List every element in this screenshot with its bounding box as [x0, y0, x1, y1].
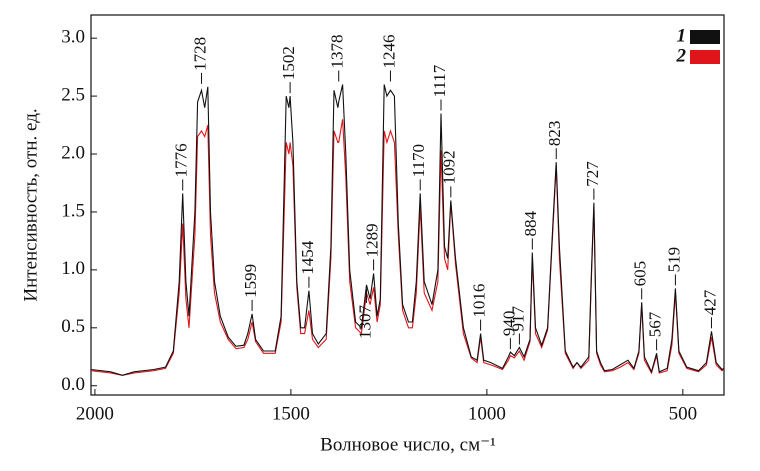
annotation-label: 605	[631, 261, 650, 287]
x-tick-label: 1500	[272, 403, 310, 424]
annotation-label: 1170	[409, 144, 428, 177]
annotation-label: 1776	[172, 143, 191, 177]
annotation-label: 519	[664, 247, 683, 273]
annotation-label: 1454	[298, 240, 317, 275]
y-tick-label: 1.5	[61, 200, 85, 221]
annotation-label: 917	[508, 306, 527, 332]
legend-swatch	[690, 50, 720, 64]
annotation-label: 727	[583, 161, 602, 187]
spectrum-line	[90, 84, 725, 376]
annotation-label: 884	[521, 211, 540, 237]
x-tick-label: 1000	[468, 403, 506, 424]
annotation-label: 567	[645, 311, 664, 337]
annotation-label: 940	[499, 311, 518, 336]
y-tick-label: 2.0	[61, 142, 85, 163]
annotation-label: 1092	[440, 150, 459, 184]
annotation-label: 823	[545, 121, 564, 147]
y-tick-label: 3.0	[61, 27, 85, 48]
y-tick-label: 1.0	[61, 258, 85, 279]
x-tick-label: 2000	[76, 403, 114, 424]
annotation-label: 1502	[279, 46, 298, 80]
annotation-label: 1117	[430, 64, 449, 97]
y-tick-label: 0.0	[61, 374, 85, 395]
annotation-label: 427	[700, 289, 719, 315]
y-tick-label: 0.5	[61, 316, 85, 337]
legend-swatch	[690, 30, 720, 44]
legend-label: 2	[676, 45, 687, 66]
legend-label: 1	[677, 25, 687, 46]
x-tick-label: 500	[669, 403, 698, 424]
y-axis-title: Интенсивность, отн. ед.	[20, 108, 41, 301]
annotation-label: 1378	[328, 35, 347, 69]
annotation-label: 1599	[241, 264, 260, 298]
plot-frame	[90, 14, 725, 396]
spectrum-line	[90, 119, 725, 376]
x-axis-title: Волновое число, см⁻¹	[320, 434, 496, 455]
annotation-label: 1246	[379, 35, 398, 69]
y-tick-label: 2.5	[61, 84, 85, 105]
annotation-label: 1289	[363, 223, 382, 257]
annotation-label: 1728	[190, 37, 209, 71]
annotation-label: 1016	[470, 284, 489, 318]
annotation-label: 1307	[355, 304, 374, 339]
